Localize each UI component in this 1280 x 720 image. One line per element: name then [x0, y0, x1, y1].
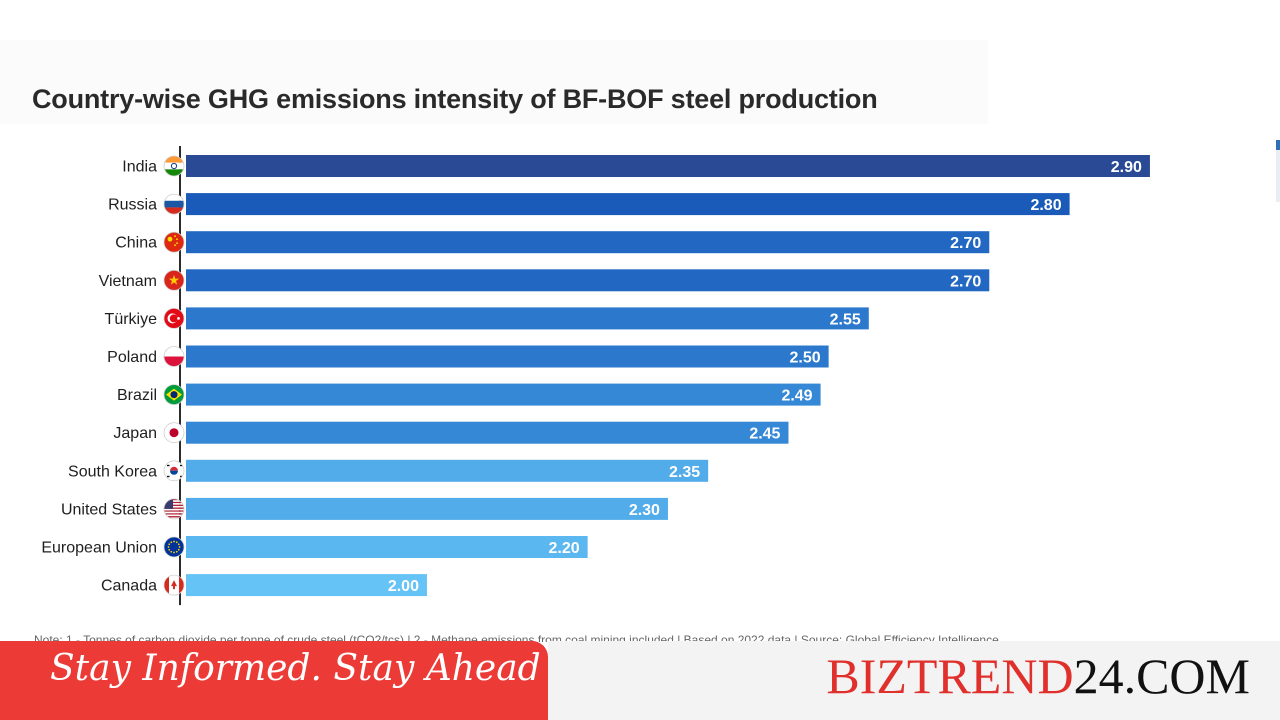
japan-flag-icon — [163, 422, 185, 444]
category-label: Vietnam — [99, 273, 157, 290]
category-label: Canada — [101, 578, 157, 595]
china-flag-icon — [163, 231, 185, 253]
vietnam-flag-icon — [163, 269, 185, 291]
bar-value-label: 2.00 — [388, 578, 419, 595]
bar-vietnam — [186, 269, 990, 292]
bar-value-label: 2.35 — [669, 464, 700, 481]
bar-value-label: 2.80 — [1030, 197, 1061, 214]
banner-tagline: Stay Informed. Stay Ahead — [50, 648, 541, 689]
bar-brazil — [186, 383, 821, 406]
chart-note: Note: 1 - Tonnes of carbon dioxide per t… — [34, 633, 999, 642]
bar-canada — [186, 574, 427, 597]
bar-japan — [186, 421, 789, 444]
bar-european-union — [186, 536, 588, 558]
bar-value-label: 2.20 — [548, 540, 579, 557]
bar-value-label: 2.49 — [781, 388, 812, 405]
category-label: India — [122, 159, 157, 176]
brand-domain: 24.COM — [1073, 648, 1250, 704]
category-label: United States — [61, 501, 157, 518]
brand-background — [548, 641, 1280, 720]
turkiye-flag-icon — [163, 307, 185, 329]
edge-marker — [1276, 140, 1280, 202]
bar-value-label: 2.70 — [950, 273, 981, 290]
bar-value-label: 2.90 — [1111, 159, 1142, 176]
bar-value-label: 2.45 — [749, 426, 780, 443]
bar-chart: India 2.90 Russia 2.80 China 2.70 Vietnam 2.70 T… — [41, 146, 1150, 606]
russia-flag-icon — [163, 193, 185, 215]
chart-title: Country-wise GHG emissions intensity of … — [32, 84, 878, 114]
india-flag-icon — [163, 155, 185, 177]
bar-value-label: 2.30 — [629, 502, 660, 519]
bar-value-label: 2.55 — [830, 311, 861, 328]
bar-value-label: 2.50 — [789, 350, 820, 367]
tagline-banner — [0, 641, 548, 720]
bar-united-states — [186, 497, 668, 520]
south-korea-flag-icon — [163, 460, 185, 482]
category-label: Poland — [107, 349, 157, 366]
bar-poland — [186, 345, 829, 368]
bar-russia — [186, 193, 1070, 216]
title-background — [0, 40, 988, 124]
brand-name: BIZTREND — [826, 648, 1074, 704]
category-label: South Korea — [68, 463, 157, 480]
european-union-flag-icon — [163, 536, 185, 558]
bar-value-label: 2.70 — [950, 235, 981, 252]
category-label: Russia — [108, 197, 157, 214]
category-label: European Union — [41, 540, 157, 557]
category-label: Türkiye — [105, 311, 158, 328]
canada-flag-icon — [163, 574, 185, 596]
poland-flag-icon — [163, 346, 185, 367]
category-label: Japan — [113, 425, 157, 442]
category-label: China — [115, 235, 157, 252]
brazil-flag-icon — [163, 384, 185, 406]
category-label: Brazil — [117, 387, 157, 404]
united-states-flag-icon — [163, 498, 185, 520]
brand-logo[interactable]: BIZTREND24.COM — [826, 648, 1250, 704]
bar-turkiye — [186, 307, 869, 330]
bar-china — [186, 231, 990, 254]
bar-india — [186, 155, 1150, 177]
bar-south-korea — [186, 459, 709, 482]
